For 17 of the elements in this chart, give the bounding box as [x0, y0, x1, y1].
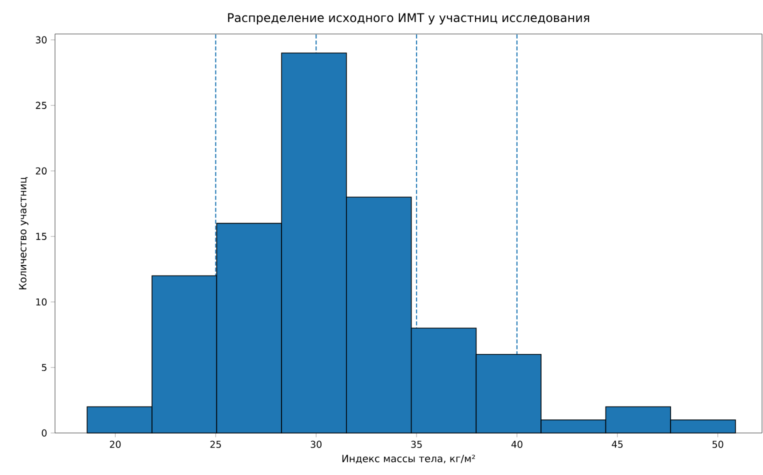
x-tick-label: 50: [712, 440, 724, 448]
y-tick-label: 5: [42, 364, 46, 371]
x-tick-label: 20: [110, 440, 121, 448]
y-tick-label: 30: [36, 36, 47, 44]
y-tick-label: 10: [36, 298, 47, 306]
y-axis-title: Количество участниц: [19, 177, 28, 290]
chart-title: Распределение исходного ИМТ у участниц исследования: [228, 13, 590, 24]
x-tick-label: 35: [411, 440, 422, 448]
x-tick-label: 25: [210, 440, 221, 448]
x-tick-label: 30: [310, 440, 322, 448]
y-tick-label: 0: [42, 429, 47, 437]
x-axis-title: Индекс массы тела, кг/м²: [342, 454, 475, 464]
x-tick-label: 40: [511, 440, 522, 448]
y-tick-label: 15: [36, 232, 46, 240]
y-tick-label: 25: [36, 102, 46, 109]
y-tick-label: 20: [36, 167, 47, 174]
x-tick-label: 45: [612, 440, 623, 448]
